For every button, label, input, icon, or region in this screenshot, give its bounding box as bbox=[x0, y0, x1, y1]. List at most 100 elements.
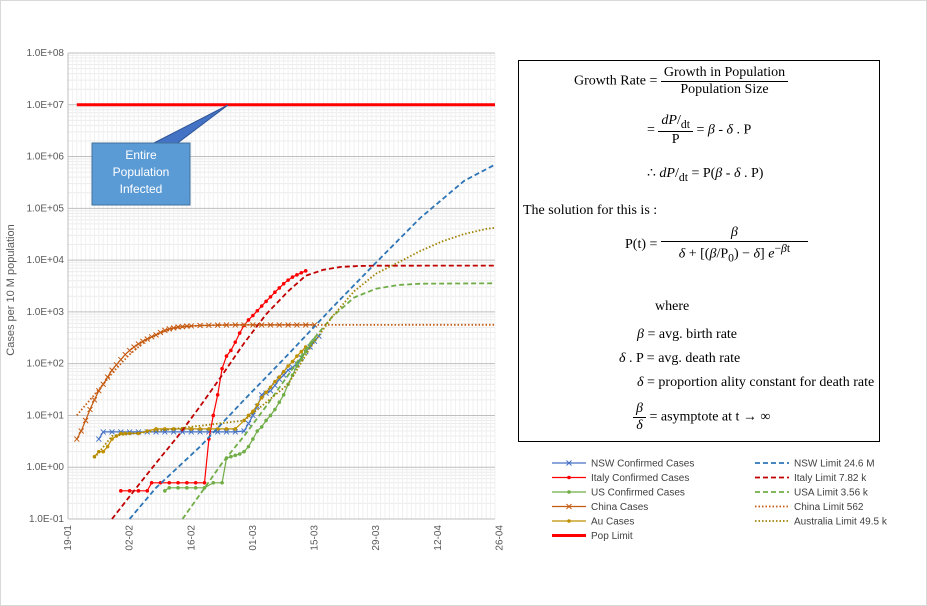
data-point bbox=[251, 409, 255, 414]
data-point bbox=[110, 437, 114, 441]
data-point bbox=[277, 286, 282, 290]
data-point-stroke bbox=[73, 436, 80, 442]
data-point bbox=[281, 393, 286, 397]
data-point-stroke bbox=[272, 382, 278, 389]
legend-label: China Cases bbox=[591, 502, 648, 513]
data-point bbox=[167, 481, 172, 485]
series-nsw-limit-24-6-m bbox=[128, 163, 496, 520]
legend-label: China Limit 562 bbox=[794, 502, 864, 513]
data-point-stroke bbox=[82, 417, 89, 424]
data-point-stroke bbox=[109, 429, 115, 435]
beta-def-text: = avg. birth rate bbox=[647, 327, 738, 342]
data-point bbox=[246, 318, 251, 322]
data-point bbox=[233, 340, 238, 344]
callout-annotation: Entire Population Infected bbox=[92, 143, 190, 209]
dpdt-product: ∴ dP/dt = P(β - δ . P) bbox=[647, 166, 764, 184]
data-point-stroke bbox=[223, 429, 230, 435]
dpdt-equation: = dP/dt P = β - δ . P bbox=[647, 113, 752, 147]
x-tick-label: 16-02 bbox=[186, 525, 197, 551]
data-point bbox=[101, 449, 106, 454]
y-tick-labels: 1.0E-01 1.0E+00 1.0E+01 1.0E+02 1.0E+03 1.0E+… bbox=[26, 48, 64, 525]
data-point bbox=[233, 453, 238, 458]
data-point-stroke bbox=[206, 322, 212, 329]
legend-label: USA Limit 3.56 k bbox=[794, 488, 869, 499]
data-point bbox=[273, 379, 277, 384]
growth-rate-label: Growth Rate bbox=[574, 73, 646, 89]
legend-item: USA Limit 3.56 k bbox=[755, 488, 869, 499]
beta-definition: β = avg. birth rate bbox=[637, 327, 738, 342]
legend-item: NSW Limit 24.6 M bbox=[755, 459, 875, 470]
data-point bbox=[136, 489, 141, 493]
data-point bbox=[264, 418, 268, 423]
data-point bbox=[277, 375, 282, 379]
data-point bbox=[189, 427, 194, 431]
data-point bbox=[193, 486, 198, 490]
series-layer bbox=[73, 103, 496, 520]
series-line bbox=[181, 282, 496, 520]
delta-def-text: = proportion ality constant for death ra… bbox=[647, 375, 875, 390]
data-point bbox=[264, 299, 268, 304]
y-tick-label: 1.0E+00 bbox=[26, 462, 64, 473]
series-usa-limit-3-56-k bbox=[181, 282, 496, 520]
data-point-stroke bbox=[135, 341, 142, 347]
data-point bbox=[198, 427, 202, 431]
minor-gridlines bbox=[67, 53, 496, 519]
data-point bbox=[273, 290, 277, 295]
data-point bbox=[286, 364, 290, 368]
data-point bbox=[255, 429, 260, 433]
data-point bbox=[176, 481, 180, 485]
legend-item: US Confirmed Cases bbox=[552, 488, 685, 499]
y-tick-label: 1.0E+01 bbox=[26, 410, 64, 421]
data-point-stroke bbox=[214, 429, 221, 435]
callout-line-1: Entire bbox=[125, 148, 157, 162]
data-point-stroke bbox=[170, 429, 177, 435]
data-point bbox=[251, 313, 255, 318]
data-point-stroke bbox=[117, 356, 124, 363]
data-point bbox=[202, 481, 207, 485]
legend-label: Pop Limit bbox=[591, 531, 633, 542]
x-tick-label: 01-03 bbox=[248, 525, 259, 551]
equation-box: Growth Rate = Growth in Population Popula… bbox=[518, 60, 880, 442]
legend-item: Pop Limit bbox=[552, 531, 633, 542]
data-point bbox=[259, 425, 264, 429]
data-point-stroke bbox=[179, 429, 186, 435]
data-point-stroke bbox=[188, 429, 195, 435]
y-tick-label: 1.0E+06 bbox=[26, 152, 64, 163]
legend-item: Italy Limit 7.82 k bbox=[755, 473, 867, 484]
delta-definition: δ = proportion ality constant for death … bbox=[637, 375, 875, 390]
data-point-stroke bbox=[232, 322, 239, 328]
data-point bbox=[290, 275, 295, 279]
series-line bbox=[120, 270, 306, 492]
data-point bbox=[295, 273, 299, 277]
legend-item: China Limit 562 bbox=[755, 502, 864, 513]
data-point bbox=[119, 489, 123, 493]
legend-label: Italy Limit 7.82 k bbox=[794, 473, 867, 484]
data-point bbox=[237, 331, 242, 335]
data-point bbox=[281, 281, 286, 286]
y-tick-label: 1.0E+03 bbox=[26, 307, 64, 318]
data-point bbox=[295, 354, 299, 358]
data-point bbox=[255, 308, 260, 313]
data-point bbox=[145, 429, 150, 433]
data-point bbox=[127, 489, 132, 493]
where-text: where bbox=[655, 299, 690, 314]
data-point-stroke bbox=[109, 367, 115, 373]
data-point-stroke bbox=[161, 327, 168, 334]
major-gridlines bbox=[67, 52, 495, 520]
data-point-stroke bbox=[188, 323, 195, 329]
data-point bbox=[303, 269, 308, 273]
data-point-stroke bbox=[241, 428, 247, 434]
series-line bbox=[76, 323, 496, 416]
y-tick-label: 1.0E+04 bbox=[26, 255, 64, 266]
series-australia-limit-49-5-k bbox=[93, 226, 496, 459]
legend-label: Australia Limit 49.5 k bbox=[794, 517, 888, 528]
series-au-cases bbox=[92, 345, 308, 459]
data-point bbox=[224, 354, 229, 358]
data-point-stroke bbox=[153, 332, 159, 338]
data-point-stroke bbox=[95, 436, 102, 442]
data-point bbox=[176, 486, 180, 490]
data-point-stroke bbox=[302, 322, 309, 328]
data-point bbox=[105, 444, 110, 449]
